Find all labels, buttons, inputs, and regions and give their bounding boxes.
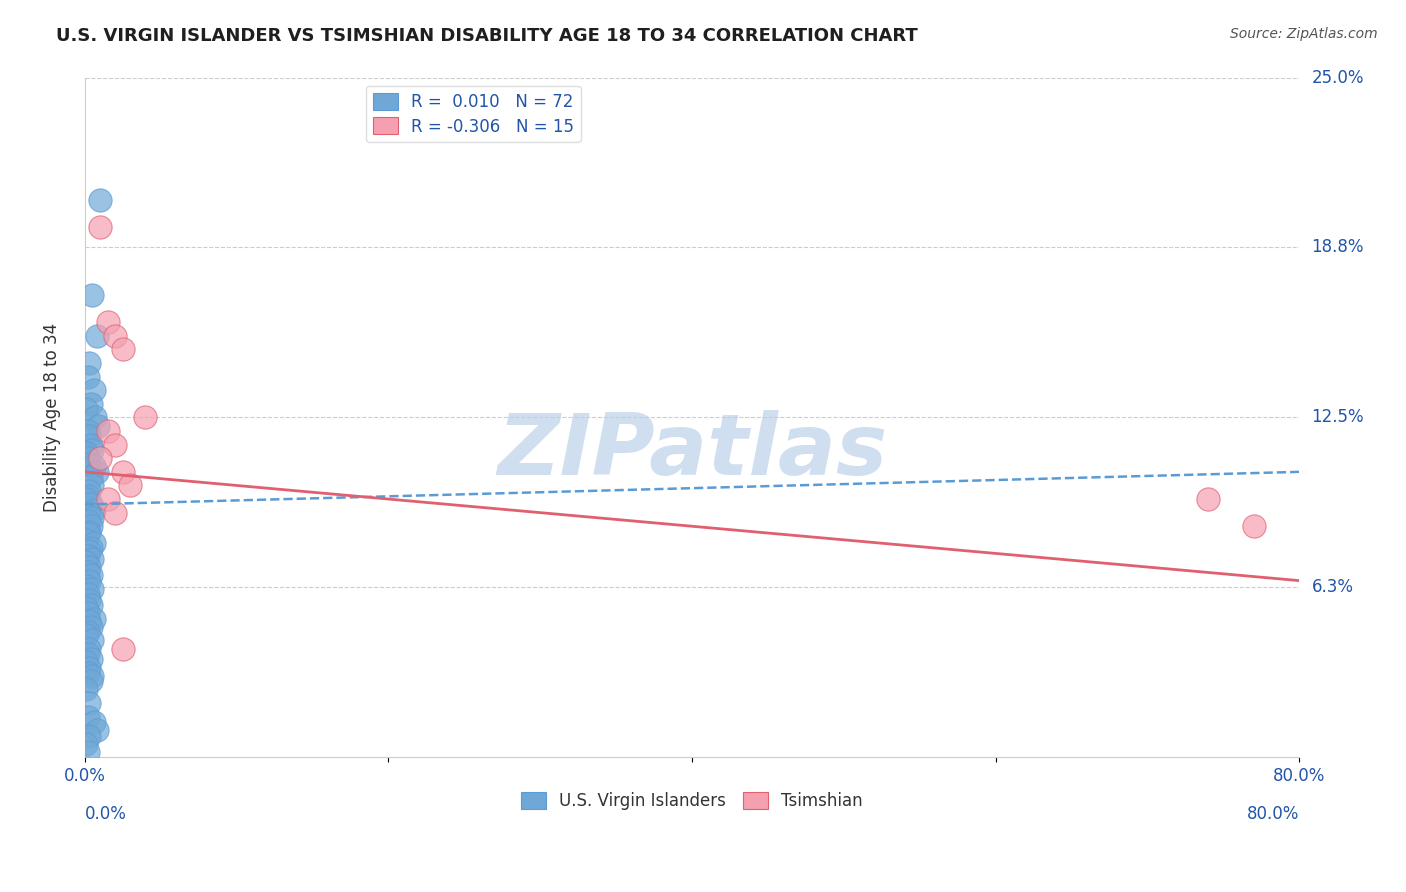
Text: ZIPatlas: ZIPatlas: [496, 410, 887, 493]
Point: [79, 356, 101, 370]
Point: [80, 541, 103, 555]
Point: [83, 384, 105, 398]
Point: [76, 587, 98, 601]
Point: [80, 568, 103, 582]
Text: 6.3%: 6.3%: [1312, 578, 1354, 597]
Point: [79, 660, 101, 674]
Point: [79, 457, 101, 471]
Point: [79, 429, 101, 443]
Point: [76, 489, 98, 503]
Legend: U.S. Virgin Islanders, Tsimshian: U.S. Virgin Islanders, Tsimshian: [515, 786, 870, 817]
Point: [79, 729, 101, 743]
Point: [83, 714, 105, 729]
Point: [83, 535, 105, 549]
Point: [96, 315, 118, 329]
Point: [79, 641, 101, 656]
Point: [75, 682, 97, 697]
Point: [80, 498, 103, 512]
Point: [76, 625, 98, 640]
Point: [111, 343, 134, 357]
Point: [79, 483, 101, 498]
Point: [96, 491, 118, 506]
Text: 80.0%: 80.0%: [1247, 805, 1299, 823]
Point: [79, 543, 101, 558]
Point: [75, 655, 97, 669]
Text: 12.5%: 12.5%: [1312, 409, 1364, 426]
Point: [79, 696, 101, 710]
Point: [76, 745, 98, 759]
Point: [75, 533, 97, 547]
Point: [80, 620, 103, 634]
Point: [76, 647, 98, 661]
Point: [80, 652, 103, 666]
Point: [76, 369, 98, 384]
Point: [75, 446, 97, 460]
Point: [76, 549, 98, 563]
Point: [104, 506, 127, 520]
Point: [83, 612, 105, 626]
Point: [87, 418, 110, 433]
Point: [89, 193, 111, 207]
Point: [75, 628, 97, 642]
Point: [76, 566, 98, 580]
Point: [76, 527, 98, 541]
Point: [75, 491, 97, 506]
Point: [82, 443, 104, 458]
Point: [76, 424, 98, 438]
Point: [80, 674, 103, 689]
Point: [80, 519, 103, 533]
Point: [86, 329, 108, 343]
Text: 0.0%: 0.0%: [84, 805, 127, 823]
Point: [79, 524, 101, 539]
Point: [82, 669, 104, 683]
Point: [79, 615, 101, 629]
Point: [79, 560, 101, 574]
Point: [79, 592, 101, 607]
Point: [82, 478, 104, 492]
Point: [75, 402, 97, 417]
Point: [75, 579, 97, 593]
Point: [76, 607, 98, 621]
Point: [76, 709, 98, 723]
Point: [80, 470, 103, 484]
Point: [89, 220, 111, 235]
Point: [104, 329, 127, 343]
Point: [86, 723, 108, 738]
Point: [120, 478, 142, 492]
Point: [83, 459, 105, 474]
Point: [80, 598, 103, 612]
Point: [76, 451, 98, 466]
Point: [1197, 491, 1219, 506]
Point: [82, 552, 104, 566]
Text: Source: ZipAtlas.com: Source: ZipAtlas.com: [1230, 27, 1378, 41]
Point: [82, 633, 104, 648]
Point: [89, 451, 111, 466]
Point: [79, 574, 101, 588]
Point: [111, 465, 134, 479]
Point: [75, 600, 97, 615]
Point: [80, 397, 103, 411]
Point: [84, 410, 107, 425]
Point: [75, 737, 97, 751]
Point: [79, 506, 101, 520]
Point: [111, 641, 134, 656]
Point: [83, 503, 105, 517]
Point: [82, 582, 104, 596]
Point: [86, 465, 108, 479]
Y-axis label: Disability Age 18 to 34: Disability Age 18 to 34: [44, 323, 60, 512]
Point: [80, 437, 103, 451]
Point: [82, 288, 104, 302]
Text: 18.8%: 18.8%: [1312, 238, 1364, 257]
Point: [1243, 519, 1265, 533]
Text: 25.0%: 25.0%: [1312, 69, 1364, 87]
Point: [76, 514, 98, 528]
Point: [75, 555, 97, 569]
Point: [82, 511, 104, 525]
Point: [96, 424, 118, 438]
Point: [104, 437, 127, 451]
Point: [134, 410, 156, 425]
Text: U.S. VIRGIN ISLANDER VS TSIMSHIAN DISABILITY AGE 18 TO 34 CORRELATION CHART: U.S. VIRGIN ISLANDER VS TSIMSHIAN DISABI…: [56, 27, 918, 45]
Point: [76, 666, 98, 681]
